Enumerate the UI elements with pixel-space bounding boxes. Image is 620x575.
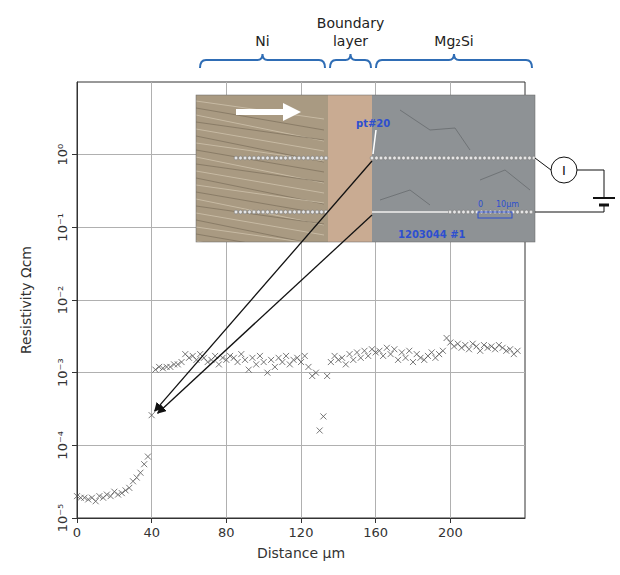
svg-text:40: 40 [143, 525, 160, 540]
svg-text:10⁰: 10⁰ [55, 144, 70, 166]
svg-text:Boundary: Boundary [317, 15, 384, 31]
svg-text:0: 0 [73, 525, 81, 540]
svg-text:I: I [562, 163, 566, 178]
svg-text:Mg₂Si: Mg₂Si [434, 33, 473, 49]
svg-text:Resistivity Ωcm: Resistivity Ωcm [18, 246, 34, 354]
svg-text:160: 160 [363, 525, 388, 540]
svg-text:Ni: Ni [255, 33, 269, 49]
svg-text:10⁻⁴: 10⁻⁴ [55, 431, 70, 460]
svg-text:10⁻⁵: 10⁻⁵ [55, 504, 70, 533]
svg-text:10⁻³: 10⁻³ [55, 358, 70, 387]
svg-text:10⁻²: 10⁻² [55, 286, 70, 315]
svg-text:layer: layer [333, 33, 368, 49]
svg-text:80: 80 [218, 525, 235, 540]
svg-text:200: 200 [438, 525, 463, 540]
svg-text:1203044 #1: 1203044 #1 [398, 229, 466, 240]
svg-text:Distance μm: Distance μm [257, 545, 345, 561]
svg-text:0: 0 [478, 200, 483, 209]
svg-text:pt#20: pt#20 [356, 118, 390, 129]
svg-text:10μm: 10μm [496, 200, 519, 209]
svg-text:10⁻¹: 10⁻¹ [55, 213, 70, 242]
svg-text:120: 120 [289, 525, 314, 540]
